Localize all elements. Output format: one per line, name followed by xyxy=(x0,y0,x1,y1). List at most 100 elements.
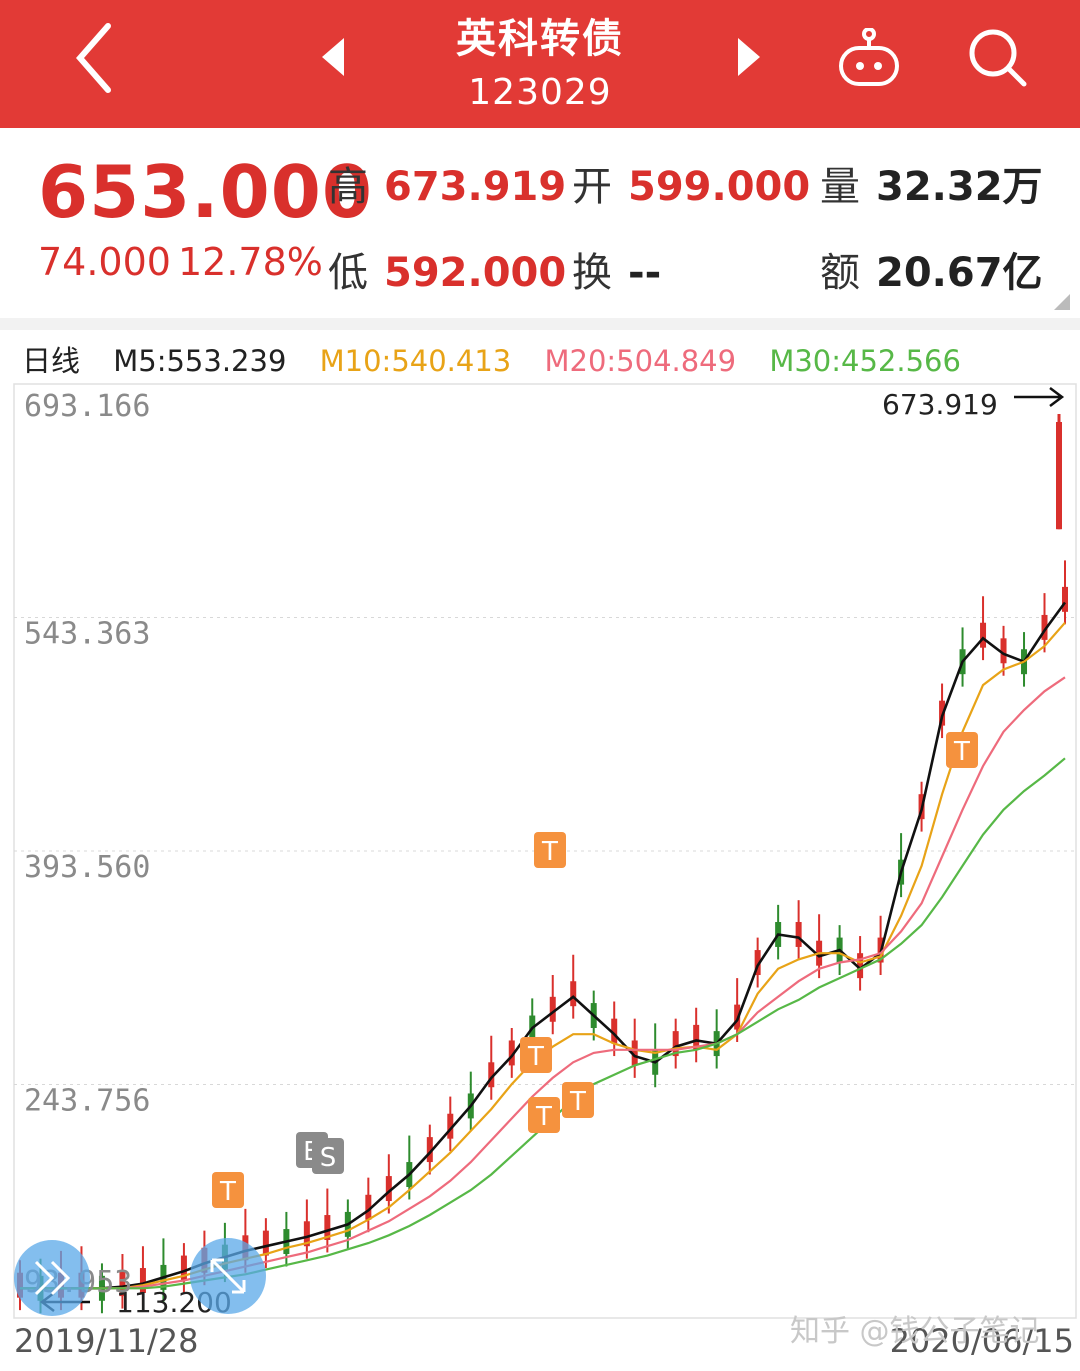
robot-button[interactable] xyxy=(836,27,902,94)
candle-body xyxy=(385,1176,392,1202)
marker-badge xyxy=(212,1172,244,1208)
last-price: 653.000 xyxy=(38,150,373,234)
candle-body xyxy=(139,1268,146,1293)
candle-body xyxy=(570,981,577,1007)
expand-corner-icon[interactable] xyxy=(1054,294,1070,310)
stock-code: 123029 xyxy=(468,72,612,113)
marker-letter: T xyxy=(953,737,970,767)
app-header: 英科转债 123029 xyxy=(0,0,1080,128)
trade-marker-t: T xyxy=(520,1037,552,1073)
y-tick-label: 393.560 xyxy=(24,850,150,885)
x-start-label: 2019/11/28 xyxy=(14,1322,198,1360)
high-label: 高 xyxy=(328,164,368,210)
ma10-value: M10:540.413 xyxy=(319,344,512,378)
trade-marker-s: S xyxy=(312,1138,344,1174)
candle-body xyxy=(1000,638,1007,664)
low-field: 低 592.000 xyxy=(328,240,566,298)
marker-badge xyxy=(946,732,978,768)
next-stock-button[interactable] xyxy=(734,36,764,82)
candle-body xyxy=(795,922,802,947)
y-tick-label: 243.756 xyxy=(24,1083,150,1118)
candle-body xyxy=(488,1062,495,1088)
volume-value: 32.32万 xyxy=(876,164,1043,210)
back-button[interactable] xyxy=(68,18,128,98)
volume-field: 量 32.32万 xyxy=(820,154,1043,212)
amount-field: 额 20.67亿 xyxy=(820,240,1043,298)
candle-body xyxy=(857,953,864,979)
marker-badge xyxy=(534,832,566,868)
period-label[interactable]: 日线 xyxy=(22,344,81,378)
double-chevron-icon xyxy=(34,1260,71,1296)
search-icon xyxy=(969,29,1027,87)
ma30-value: M30:452.566 xyxy=(769,344,961,378)
candle-body xyxy=(549,996,556,1022)
ma5-value: M5:553.239 xyxy=(113,344,287,378)
marker-letter: S xyxy=(320,1143,337,1173)
amount-label: 额 xyxy=(820,250,860,296)
search-button[interactable] xyxy=(966,26,1030,94)
max-price-label: 673.919 xyxy=(882,388,998,421)
candle-body xyxy=(324,1215,331,1240)
candle-body xyxy=(303,1221,310,1247)
marker-badge xyxy=(528,1097,560,1133)
candle-body xyxy=(754,950,761,976)
amount-value: 20.67亿 xyxy=(876,250,1043,296)
candle-body xyxy=(447,1113,454,1139)
candle-body xyxy=(1041,614,1048,640)
marker-letter: T xyxy=(541,837,558,867)
marker-letter: T xyxy=(527,1042,544,1072)
candle-body xyxy=(508,1040,515,1066)
prev-stock-button[interactable] xyxy=(318,36,348,82)
robot-icon xyxy=(839,27,899,86)
candle-body xyxy=(611,1018,618,1044)
candle-body xyxy=(672,1031,679,1057)
price-change-percent: 12.78% xyxy=(178,240,323,284)
low-value: 592.000 xyxy=(384,250,567,296)
marker-letter: T xyxy=(219,1177,236,1207)
turnover-field: 换 -- xyxy=(572,240,661,298)
watermark: 知乎 @钱公子笔记 xyxy=(790,1314,1040,1349)
arrow-right-icon xyxy=(1014,387,1065,407)
marker-badge xyxy=(562,1082,594,1118)
expand-icon xyxy=(210,1258,246,1294)
trade-marker-t: T xyxy=(946,732,978,768)
triangle-left-icon xyxy=(322,38,344,76)
open-field: 开 599.000 xyxy=(572,154,810,212)
candle-body xyxy=(262,1230,269,1256)
price-change: 74.000 xyxy=(38,240,171,284)
candle-body xyxy=(365,1194,372,1220)
ma-line-m5 xyxy=(20,601,1067,1290)
candle-body xyxy=(631,1040,638,1066)
candle-body xyxy=(1062,586,1068,612)
candle-body xyxy=(1056,422,1062,530)
open-label: 开 xyxy=(572,164,612,210)
trade-marker-t: T xyxy=(534,832,566,868)
candle-body xyxy=(180,1255,187,1281)
y-tick-label: 543.363 xyxy=(24,616,150,651)
ma-line-m20 xyxy=(20,676,1066,1290)
chevron-left-icon xyxy=(76,23,111,93)
candle-body xyxy=(119,1271,126,1297)
marker-badge xyxy=(312,1138,344,1174)
high-field: 高 673.919 xyxy=(328,154,566,212)
x-end-label: 2020/06/15 xyxy=(890,1322,1074,1360)
marker-letter: T xyxy=(569,1087,586,1117)
quote-panel: 653.000 74.000 12.78% 高 673.919 开 599.000 … xyxy=(0,128,1080,318)
candle-body xyxy=(980,622,987,648)
marker-letter: T xyxy=(535,1102,552,1132)
section-divider xyxy=(0,318,1080,330)
triangle-right-icon xyxy=(738,38,760,76)
candle-body xyxy=(693,1024,700,1050)
turnover-label: 换 xyxy=(572,250,612,296)
turnover-value: -- xyxy=(628,250,662,296)
y-tick-label: 693.166 xyxy=(24,389,150,424)
low-label: 低 xyxy=(328,250,368,296)
candle-body xyxy=(426,1137,433,1163)
ma-legend: 日线 M5:553.239 M10:540.413 M20:504.849 M3… xyxy=(22,338,985,382)
trade-marker-t: T xyxy=(528,1097,560,1133)
volume-label: 量 xyxy=(820,164,860,210)
high-value: 673.919 xyxy=(384,164,567,210)
marker-badge xyxy=(520,1037,552,1073)
ma20-value: M20:504.849 xyxy=(544,344,737,378)
